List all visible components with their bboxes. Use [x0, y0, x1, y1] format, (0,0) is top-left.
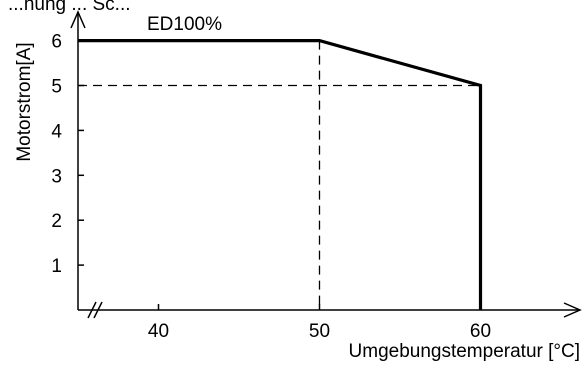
x-tick-label-60: 60: [470, 321, 491, 342]
tick-marks: [78, 39, 482, 310]
axes: [70, 10, 582, 319]
y-tick-label-3: 3: [51, 166, 62, 187]
series-label-1: ED100%: [147, 14, 222, 35]
x-axis-arrowhead: [563, 302, 582, 318]
y-tick-label-5: 5: [51, 77, 62, 98]
x-axis-break-icon: [87, 301, 103, 319]
y-tick-label-4: 4: [51, 121, 62, 142]
y-tick-label-2: 2: [51, 211, 62, 232]
series-line-1: [78, 38, 483, 310]
reference-lines: [78, 40, 481, 310]
y-axis-title: Motorstrom[A]: [14, 42, 35, 161]
top-caption-partial: ...hung ... Sc...: [8, 0, 131, 15]
tick-labels: 40 50 60 1 2 3 4 5 6: [51, 32, 491, 342]
y-tick-label-1: 1: [51, 256, 62, 277]
x-tick-label-50: 50: [309, 321, 330, 342]
x-tick-label-40: 40: [148, 321, 169, 342]
y-tick-label-6: 6: [51, 32, 62, 53]
x-axis-title: Umgebungstemperatur [°C]: [349, 341, 580, 362]
y-axis-arrowhead: [70, 10, 86, 29]
series-group: ED100%: [78, 14, 483, 310]
